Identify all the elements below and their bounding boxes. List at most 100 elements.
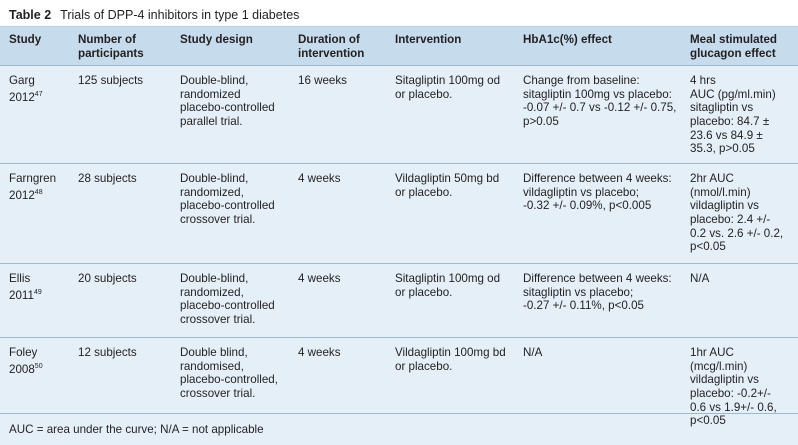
study-year: 201247 <box>9 88 65 105</box>
study-year-text: 2012 <box>9 188 35 202</box>
cell-line: Double-blind, <box>180 272 249 286</box>
cell-line: -0.27 +/- 0.11%, p<0.05 <box>523 299 644 313</box>
column-header-intervention: Intervention <box>386 27 514 66</box>
cell-line: participants <box>78 46 144 60</box>
cell-intervention: Vildagliptin 50mg bd or placebo. <box>386 163 514 264</box>
cell-line: intervention <box>298 46 365 60</box>
study-author: Foley <box>9 346 38 360</box>
cell-participants: 12 subjects <box>69 337 171 431</box>
reference-superscript: 50 <box>34 362 43 370</box>
cell-line: Difference between 4 weeks: <box>523 172 672 186</box>
cell-line: randomized, <box>180 185 244 199</box>
study-author: Garg <box>9 74 35 88</box>
cell-participants: 20 subjects <box>69 263 171 338</box>
cell-duration: 4 weeks <box>289 337 386 431</box>
reference-superscript: 47 <box>34 90 43 98</box>
cell-duration: 16 weeks <box>289 65 386 164</box>
cell-line: -0.32 +/- 0.09%, p<0.005 <box>523 199 652 213</box>
cell-line: Double-blind, <box>180 172 249 186</box>
cell-line: Double blind, <box>180 346 248 360</box>
cell-line: Change from baseline: <box>523 74 640 88</box>
table-row: Farngren 201248 28 subjects Double-blind, ra… <box>0 163 798 264</box>
cell-glucagon: 1hr AUC (mcg/l.min) vildagliptin vs placeb… <box>681 337 798 431</box>
cell-line: 12 subjects <box>78 346 137 360</box>
cell-glucagon: 2hr AUC (nmol/l.min) vildagliptin vs placeb… <box>681 163 798 264</box>
cell-line: placebo-controlled <box>180 101 275 115</box>
cell-line: 1hr AUC (mcg/l.min) <box>690 346 748 373</box>
cell-line: 0.2 vs. 2.6 +/- 0.2, <box>690 226 784 240</box>
cell-hba1c: N/A <box>514 337 681 431</box>
cell-line: 4 weeks <box>298 346 341 360</box>
cell-line: vildagliptin vs <box>690 373 759 387</box>
cell-hba1c: Change from baseline: sitagliptin 100mg v… <box>514 65 681 164</box>
column-header-duration: Duration of intervention <box>289 27 386 66</box>
cell-line: Sitagliptin 100mg od <box>395 272 501 286</box>
cell-line: Study design <box>180 33 253 46</box>
cell-line: N/A <box>690 272 710 286</box>
table-row: Foley 200850 12 subjects Double blind, rando… <box>0 337 798 431</box>
cell-design: Double blind, randomised, placebo-controll… <box>171 337 289 431</box>
cell-line: 4 weeks <box>298 172 341 186</box>
cell-line: placebo-controlled <box>180 299 275 313</box>
cell-line: AUC (pg/ml.min) <box>690 87 776 101</box>
column-header-hba1c-effect: HbA1c(%) effect <box>514 27 681 66</box>
cell-line: 4 hrs <box>690 74 716 88</box>
table-row: Ellis 201149 20 subjects Double-blind, rando… <box>0 263 798 338</box>
cell-line: -0.07 +/- 0.7 vs -0.12 +/- 0.75, <box>523 101 677 115</box>
cell-line: vildagliptin vs <box>690 199 759 213</box>
table-body: Garg 201247 125 subjects Double-blind, rando… <box>0 65 798 431</box>
cell-line: or placebo. <box>395 359 453 373</box>
cell-line: placebo-controlled, <box>180 373 278 387</box>
cell-line: 4 weeks <box>298 272 341 286</box>
cell-line: 125 subjects <box>78 74 144 88</box>
cell-intervention: Sitagliptin 100mg od or placebo. <box>386 263 514 338</box>
cell-line: placebo: 84.7 ± <box>690 114 770 128</box>
cell-line: N/A <box>523 346 543 360</box>
cell-line: Vildagliptin 100mg bd <box>395 346 506 360</box>
cell-line: placebo: -0.2+/- <box>690 386 771 400</box>
cell-line: randomized <box>180 87 241 101</box>
table-number: Table 2 <box>9 8 52 22</box>
cell-study: Foley 200850 <box>0 337 69 431</box>
trials-table: Study Number of participants Study design Du… <box>0 27 798 431</box>
header-row: Study Number of participants Study design Du… <box>0 27 798 66</box>
cell-line: HbA1c(%) effect <box>523 33 612 46</box>
cell-design: Double-blind, randomized, placebo-controll… <box>171 163 289 264</box>
cell-duration: 4 weeks <box>289 163 386 264</box>
cell-line: p<0.05 <box>690 240 726 254</box>
cell-intervention: Sitagliptin 100mg od or placebo. <box>386 65 514 164</box>
cell-duration: 4 weeks <box>289 263 386 338</box>
cell-line: placebo-controlled <box>180 199 275 213</box>
cell-line: (nmol/l.min) <box>690 185 751 199</box>
cell-line: or placebo. <box>395 285 453 299</box>
cell-line: sitagliptin vs <box>690 101 754 115</box>
column-header-glucagon-effect: Meal stimulated glucagon effect <box>681 27 798 66</box>
cell-line: Sitagliptin 100mg od <box>395 74 501 88</box>
cell-line: 35.3, p>0.05 <box>690 142 755 156</box>
cell-line: Intervention <box>395 33 462 46</box>
study-author: Ellis <box>9 272 31 286</box>
cell-line: placebo: 2.4 +/- <box>690 212 771 226</box>
column-header-participants: Number of participants <box>69 27 171 66</box>
cell-study: Garg 201247 <box>0 65 69 164</box>
cell-intervention: Vildagliptin 100mg bd or placebo. <box>386 337 514 431</box>
cell-line: 0.6 vs 1.9+/- 0.6, <box>690 400 777 414</box>
table-title: Trials of DPP-4 inhibitors in type 1 dia… <box>60 8 300 22</box>
cell-hba1c: Difference between 4 weeks: sitagliptin v… <box>514 263 681 338</box>
cell-line: or placebo. <box>395 185 453 199</box>
cell-participants: 125 subjects <box>69 65 171 164</box>
cell-line: Vildagliptin 50mg bd <box>395 172 500 186</box>
cell-line: or placebo. <box>395 87 453 101</box>
cell-line: Study <box>9 33 42 46</box>
column-header-study-design: Study design <box>171 27 289 66</box>
cell-line: 28 subjects <box>78 172 137 186</box>
cell-study: Farngren 201248 <box>0 163 69 264</box>
study-year: 201149 <box>9 286 65 303</box>
cell-line: randomised, <box>180 359 244 373</box>
cell-glucagon: N/A <box>681 263 798 338</box>
cell-line: vildagliptin vs placebo; <box>523 185 640 199</box>
study-year: 201248 <box>9 186 65 203</box>
cell-line: Duration of <box>298 33 360 46</box>
study-year-text: 2008 <box>9 362 35 376</box>
